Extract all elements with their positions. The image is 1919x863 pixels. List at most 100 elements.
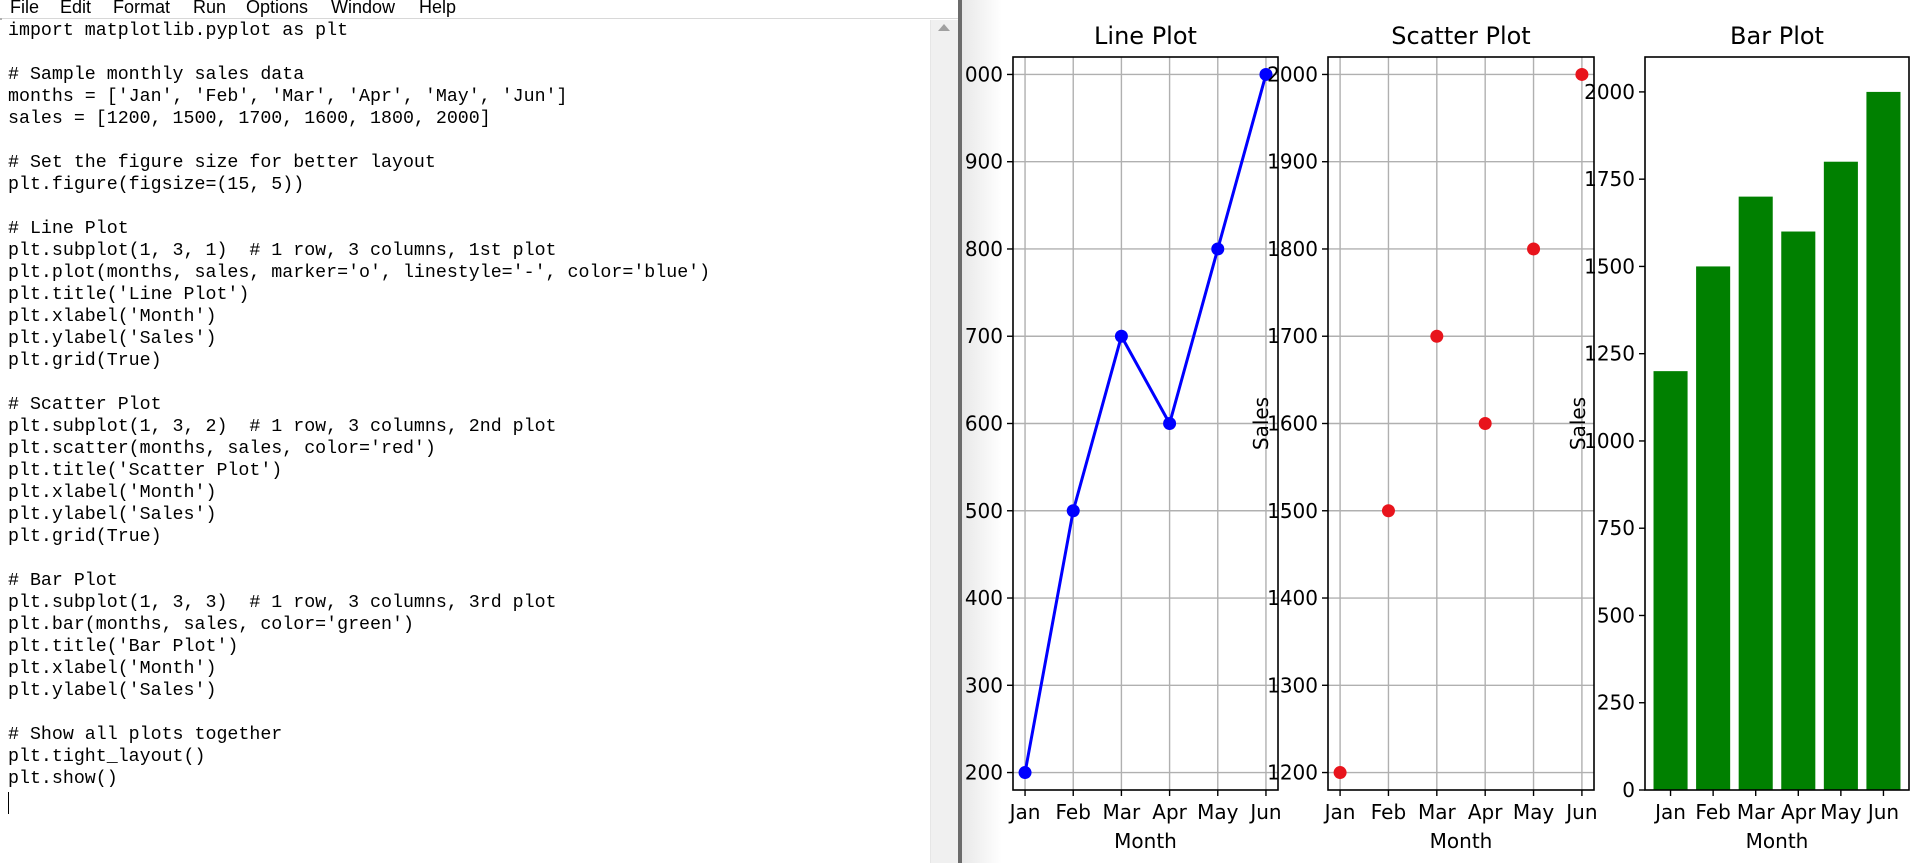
menu-help[interactable]: Help: [419, 0, 457, 17]
y-tick-label: 2000: [1584, 80, 1635, 104]
chart-title: Bar Plot: [1730, 22, 1824, 50]
y-tick-label: 1400: [1267, 586, 1318, 610]
code-line: plt.grid(True): [8, 527, 162, 547]
code-line: plt.title('Bar Plot'): [8, 637, 239, 657]
y-tick-label: 1500: [1584, 254, 1635, 278]
menu-options[interactable]: Options: [246, 0, 309, 17]
scatter-point: [1381, 504, 1395, 518]
menu-run[interactable]: Run: [193, 0, 227, 17]
bar: [1738, 196, 1773, 791]
x-tick-label: May: [1513, 800, 1555, 824]
chart-bar: 0 250 500 750 1000 1250 1500 1750 2000 Jan Feb Mar A…: [1566, 22, 1910, 853]
vertical-scrollbar[interactable]: [930, 20, 959, 863]
chart-line: 200 300 400 500 600 700 800 900 000 Jan Feb Mar Apr M…: [965, 22, 1282, 853]
code-text-area[interactable]: import matplotlib.pyplot as plt # Sample …: [0, 20, 930, 863]
menu-format[interactable]: Format: [113, 0, 171, 17]
x-tick-label: Apr: [1781, 800, 1816, 824]
code-line: plt.bar(months, sales, color='green'): [8, 615, 414, 635]
code-editor-window: File Edit Format Run Options Window Help…: [0, 0, 959, 863]
scatter-point: [1527, 242, 1541, 256]
scatter-point: [1575, 67, 1589, 81]
code-line: plt.subplot(1, 3, 1) # 1 row, 3 columns,…: [8, 241, 557, 261]
code-line: import matplotlib.pyplot as plt: [8, 21, 349, 41]
x-tick-label: Mar: [1103, 800, 1142, 824]
menu-bar: File Edit Format Run Options Window Help: [0, 0, 958, 19]
y-tick-label: 0: [1622, 778, 1635, 802]
menu-window[interactable]: Window: [331, 0, 396, 17]
code-line: plt.show(): [8, 769, 118, 789]
x-tick-label: Mar: [1737, 800, 1776, 824]
code-line: plt.title('Scatter Plot'): [8, 461, 283, 481]
y-tick-label: 1900: [1267, 150, 1318, 174]
axes-frame: [1644, 56, 1910, 791]
chart-title: Scatter Plot: [1391, 22, 1530, 50]
y-tick-label: 1300: [1267, 673, 1318, 697]
code-line: plt.grid(True): [8, 351, 162, 371]
y-tick-label: 000: [965, 62, 1003, 86]
x-tick-label: Feb: [1056, 800, 1091, 824]
y-tick-label: 1000: [1584, 429, 1635, 453]
bar: [1653, 371, 1688, 790]
scatter-point: [1430, 329, 1444, 343]
scatter-point: [1478, 417, 1492, 430]
code-line: # Line Plot: [8, 219, 129, 239]
y-tick-label: 500: [965, 499, 1003, 523]
window-divider: [958, 0, 962, 863]
line-point: [1163, 417, 1177, 430]
y-axis-label: Sales: [1249, 397, 1273, 450]
x-tick-label: May: [1820, 800, 1862, 824]
line-point: [1259, 67, 1273, 81]
line-point: [1114, 329, 1128, 343]
menu-file[interactable]: File: [10, 0, 40, 17]
code-line: plt.title('Line Plot'): [8, 285, 250, 305]
y-tick-label: 750: [1597, 516, 1635, 540]
code-line: plt.tight_layout(): [8, 747, 206, 767]
code-line: # Sample monthly sales data: [8, 65, 305, 85]
code-line: plt.ylabel('Sales'): [8, 505, 217, 525]
code-line: plt.ylabel('Sales'): [8, 329, 217, 349]
chart-scatter: 1200 1300 1400 1500 1600 1700 1800 1900 2000 Jan F…: [1249, 22, 1598, 853]
menu-edit[interactable]: Edit: [60, 0, 92, 17]
y-tick-label: 1600: [1267, 412, 1318, 436]
y-tick-label: 300: [965, 673, 1003, 697]
x-axis-label: Month: [1114, 829, 1177, 853]
x-tick-label: Jan: [1323, 800, 1356, 824]
line-point: [1211, 242, 1225, 256]
y-tick-label: 400: [965, 586, 1003, 610]
y-tick-label: 500: [1597, 603, 1635, 627]
x-tick-label: Apr: [1152, 800, 1187, 824]
x-tick-label: Jun: [1866, 800, 1899, 824]
code-line: plt.plot(months, sales, marker='o', line…: [8, 263, 711, 283]
x-tick-label: Jan: [1008, 800, 1041, 824]
line-point: [1018, 766, 1032, 780]
y-tick-label: 1800: [1267, 237, 1318, 261]
y-tick-label: 200: [965, 761, 1003, 785]
x-tick-label: Feb: [1695, 800, 1730, 824]
series-line: [1023, 74, 1268, 773]
x-tick-label: Apr: [1468, 800, 1503, 824]
y-tick-label: 2000: [1267, 62, 1318, 86]
bar: [1866, 91, 1901, 790]
y-tick-label: 900: [965, 150, 1003, 174]
code-line: plt.figure(figsize=(15, 5)): [8, 175, 305, 195]
x-tick-label: Mar: [1418, 800, 1457, 824]
y-tick-label: 1750: [1584, 167, 1635, 191]
code-line: plt.subplot(1, 3, 3) # 1 row, 3 columns,…: [8, 593, 557, 613]
y-tick-label: 1700: [1267, 324, 1318, 348]
code-line: plt.scatter(months, sales, color='red'): [8, 439, 436, 459]
y-tick-label: 600: [965, 412, 1003, 436]
triangle-up-icon[interactable]: [938, 24, 950, 31]
code-line: plt.xlabel('Month'): [8, 659, 217, 679]
y-tick-label: 800: [965, 237, 1003, 261]
code-line: plt.ylabel('Sales'): [8, 681, 217, 701]
figure-window: 200 300 400 500 600 700 800 900 000 Jan Feb Mar Apr M…: [962, 0, 1919, 863]
x-axis-label: Month: [1746, 829, 1809, 853]
line-point: [1066, 504, 1080, 518]
figure-left-shadow: [962, 0, 1002, 863]
x-tick-label: Feb: [1371, 800, 1406, 824]
bar: [1781, 231, 1816, 790]
x-tick-label: Jun: [1564, 800, 1597, 824]
code-line: # Scatter Plot: [8, 395, 162, 415]
y-tick-label: 1200: [1267, 761, 1318, 785]
